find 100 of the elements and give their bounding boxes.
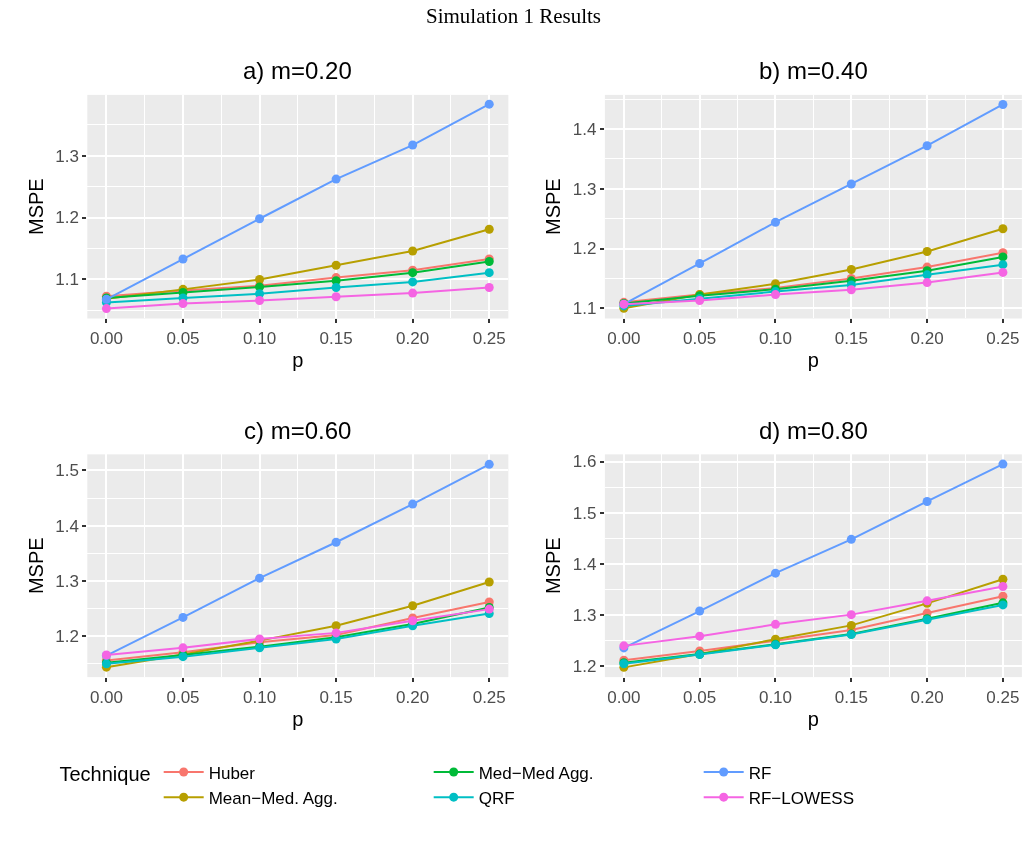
y-tick-label: 1.5 xyxy=(572,503,597,523)
chart-title: d) m=0.80 xyxy=(759,417,868,444)
x-tick-label: 0.15 xyxy=(319,328,353,348)
point xyxy=(255,289,265,299)
y-tick-label: 1.4 xyxy=(55,516,79,536)
x-tick-label: 0.10 xyxy=(243,328,277,348)
point xyxy=(178,299,188,309)
y-tick-label: 1.1 xyxy=(55,270,79,290)
y-axis-title: MSPE xyxy=(24,178,47,236)
point xyxy=(484,283,494,293)
x-tick-label: 0.10 xyxy=(758,328,793,348)
x-tick-label: 0.05 xyxy=(683,328,717,348)
point xyxy=(922,247,932,257)
point xyxy=(484,459,494,469)
y-tick-label: 1.3 xyxy=(572,606,597,626)
y-tick-label: 1.1 xyxy=(572,299,597,319)
point xyxy=(922,270,932,280)
point xyxy=(255,274,265,284)
point xyxy=(998,459,1008,469)
point xyxy=(695,258,705,268)
y-tick-label: 1.3 xyxy=(572,179,597,199)
chart-title: a) m=0.20 xyxy=(243,57,352,84)
x-tick-label: 0.25 xyxy=(986,328,1020,348)
point xyxy=(846,620,856,630)
y-tick-label: 1.3 xyxy=(55,146,79,166)
point xyxy=(484,224,494,234)
point xyxy=(178,643,188,653)
x-tick-label: 0.20 xyxy=(910,328,944,348)
y-tick-label: 1.2 xyxy=(572,657,597,677)
y-tick-label: 1.4 xyxy=(572,119,597,139)
point xyxy=(255,296,265,306)
point xyxy=(846,610,856,620)
y-axis-title: MSPE xyxy=(542,178,565,236)
point xyxy=(408,140,418,150)
x-tick-label: 0.15 xyxy=(834,328,868,348)
point xyxy=(998,581,1008,591)
x-tick-label: 0.05 xyxy=(166,687,200,707)
point xyxy=(408,601,418,611)
x-tick-label: 0.25 xyxy=(472,687,506,707)
legend-label: QRF xyxy=(478,788,515,808)
x-tick-label: 0.00 xyxy=(607,687,641,707)
x-tick-label: 0.25 xyxy=(986,687,1020,707)
y-tick-label: 1.6 xyxy=(572,452,597,472)
x-tick-label: 0.00 xyxy=(607,328,641,348)
x-axis-title: p xyxy=(292,349,304,372)
point xyxy=(695,631,705,641)
point xyxy=(331,174,341,184)
point xyxy=(408,277,418,287)
point xyxy=(408,499,418,509)
legend-label: Huber xyxy=(208,763,256,783)
point xyxy=(255,573,265,583)
x-tick-label: 0.15 xyxy=(319,687,353,707)
legend-label: Mean−Med. Agg. xyxy=(208,788,338,808)
x-axis-title: p xyxy=(807,349,819,372)
point xyxy=(408,288,418,298)
chart-title: b) m=0.40 xyxy=(759,57,868,84)
point xyxy=(846,285,856,295)
point xyxy=(998,260,1008,270)
point xyxy=(998,224,1008,234)
legend-label: RF xyxy=(748,763,772,783)
point xyxy=(408,246,418,256)
x-tick-label: 0.20 xyxy=(396,328,430,348)
point xyxy=(331,292,341,302)
chart-title: c) m=0.60 xyxy=(244,417,352,444)
text: Simulation 1 Results xyxy=(426,4,602,28)
x-tick-label: 0.10 xyxy=(243,687,277,707)
x-tick-label: 0.20 xyxy=(396,687,430,707)
point xyxy=(770,619,780,629)
y-tick-label: 1.4 xyxy=(572,554,597,574)
y-tick-label: 1.5 xyxy=(55,461,79,481)
legend-title: Technique xyxy=(59,762,151,785)
y-axis-title: MSPE xyxy=(24,537,47,595)
point xyxy=(846,264,856,274)
y-tick-label: 1.2 xyxy=(572,239,597,259)
legend-label: RF−LOWESS xyxy=(748,788,855,808)
y-tick-label: 1.3 xyxy=(55,571,79,591)
point xyxy=(331,283,341,293)
x-tick-label: 0.05 xyxy=(166,328,200,348)
x-tick-label: 0.00 xyxy=(89,328,123,348)
point xyxy=(846,534,856,544)
point xyxy=(101,304,111,314)
y-tick-label: 1.2 xyxy=(55,627,79,647)
point xyxy=(922,141,932,151)
x-tick-label: 0.25 xyxy=(472,328,506,348)
x-axis-title: p xyxy=(807,708,819,730)
x-tick-label: 0.20 xyxy=(910,687,944,707)
point xyxy=(922,496,932,506)
point xyxy=(178,612,188,622)
x-tick-label: 0.10 xyxy=(758,687,793,707)
point xyxy=(998,267,1008,277)
y-tick-label: 1.2 xyxy=(55,208,79,228)
point xyxy=(770,568,780,578)
point xyxy=(484,99,494,109)
x-tick-label: 0.05 xyxy=(683,687,717,707)
point xyxy=(998,99,1008,109)
x-axis-title: p xyxy=(292,708,304,730)
point xyxy=(695,606,705,616)
legend-label: Med−Med Agg. xyxy=(478,763,594,783)
point xyxy=(255,214,265,224)
point xyxy=(484,577,494,587)
